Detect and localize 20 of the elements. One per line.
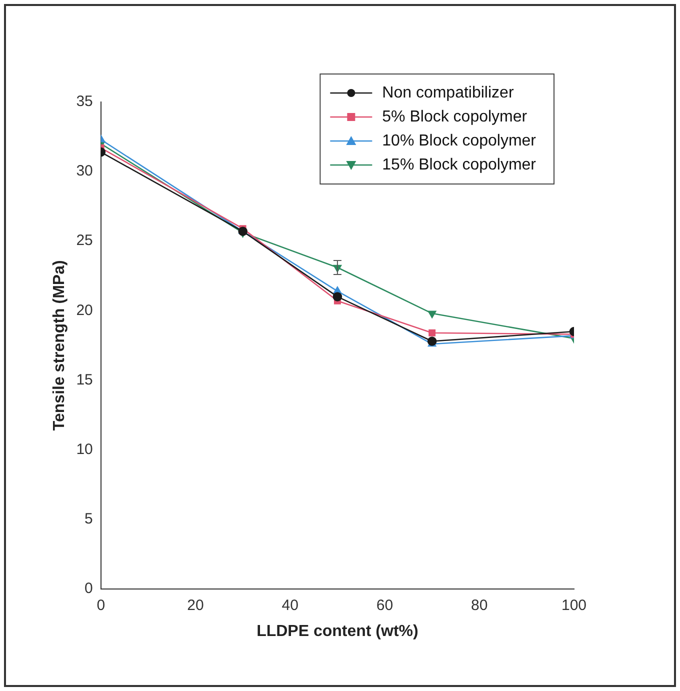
x-tick-label: 60 [376, 596, 394, 614]
legend-label: Non compatibilizer [382, 84, 514, 102]
legend-label: 15% Block copolymer [382, 156, 537, 174]
x-tick-label: 40 [282, 596, 298, 614]
x-tick-label: 100 [561, 596, 587, 614]
y-tick-label: 15 [76, 371, 93, 388]
legend-label: 10% Block copolymer [382, 132, 537, 150]
x-tick-label: 80 [471, 596, 488, 614]
y-axis-title: Tensile strength (MPa) [51, 260, 68, 431]
y-tick-label: 25 [76, 232, 93, 250]
x-axis-title: LLDPE content (wt%) [256, 622, 418, 640]
y-tick-label: 0 [84, 580, 93, 597]
x-tick-label: 0 [96, 596, 106, 614]
y-tick-label: 20 [76, 302, 93, 319]
legend-label: 5% Block copolymer [382, 108, 528, 126]
y-tick-label: 35 [76, 93, 93, 110]
y-tick-label: 10 [76, 440, 93, 458]
y-tick-label: 5 [84, 510, 93, 528]
y-tick-label: 30 [76, 162, 93, 180]
x-tick-label: 20 [187, 596, 204, 614]
